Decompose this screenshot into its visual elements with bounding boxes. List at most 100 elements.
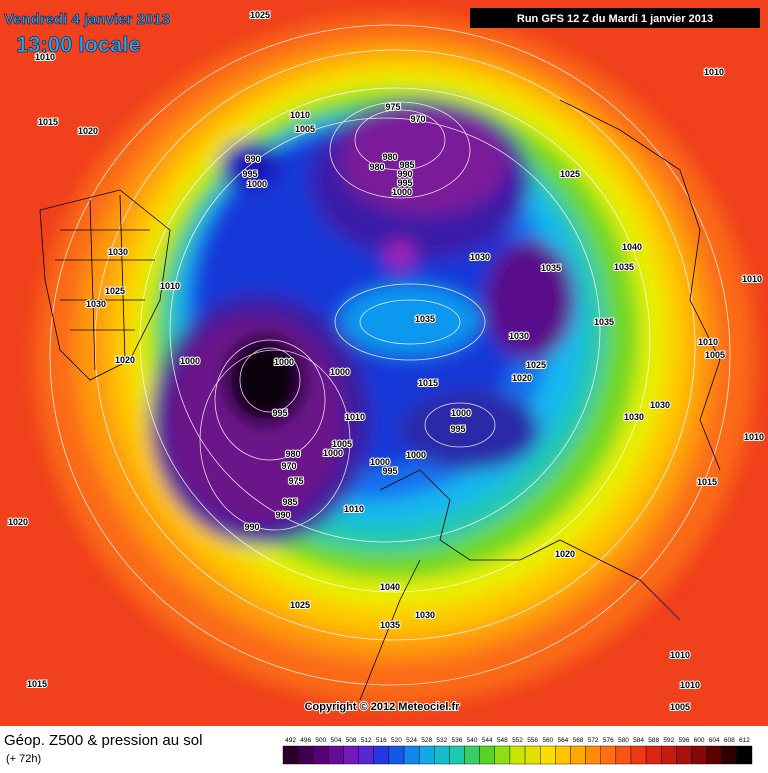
scale-swatch <box>630 745 647 765</box>
isobar-label: 1000 <box>451 408 471 418</box>
scale-label: 564 <box>557 737 568 744</box>
isobar-label: 1010 <box>744 432 764 442</box>
run-box <box>470 8 760 28</box>
scale-label: 576 <box>603 737 614 744</box>
isobar-label: 995 <box>272 408 287 418</box>
isobar-label: 1000 <box>180 356 200 366</box>
isobar-label: 1035 <box>380 620 400 630</box>
isobar-label: 1005 <box>295 124 315 134</box>
scale-swatch <box>494 745 511 765</box>
isobar-label: 1010 <box>35 52 55 62</box>
isobar-label: 980 <box>382 152 397 162</box>
scale-swatch <box>434 745 450 765</box>
scale-swatch <box>403 745 420 765</box>
isobar-label: 970 <box>281 461 296 471</box>
scale-swatch <box>328 745 344 765</box>
isobar-label: 1010 <box>344 504 364 514</box>
scale-label: 528 <box>421 737 432 744</box>
isobar-label: 975 <box>288 476 303 486</box>
scale-swatch <box>373 745 390 765</box>
scale-swatch <box>297 745 314 765</box>
isobar-label: 1000 <box>392 187 412 197</box>
isobar-label: 1000 <box>247 179 267 189</box>
isobar-label: 1000 <box>274 357 294 367</box>
scale-label: 524 <box>406 737 417 744</box>
isobar-label: 985 <box>399 160 414 170</box>
scale-swatch <box>449 745 465 765</box>
isobar-label: 980 <box>285 449 300 459</box>
scale-label: 584 <box>633 737 644 744</box>
scale-label: 520 <box>391 737 402 744</box>
isobar-label: 995 <box>397 178 412 188</box>
scale-label: 600 <box>694 737 705 744</box>
scale-label: 516 <box>376 737 387 744</box>
scale-swatch <box>358 745 374 765</box>
isobar-label: 980 <box>369 162 384 172</box>
isobar-label: 1010 <box>742 274 762 284</box>
isobar-label: 985 <box>282 497 297 507</box>
scale-swatch <box>691 745 707 765</box>
isobar-label: 995 <box>382 466 397 476</box>
isobar-label: 990 <box>245 154 260 164</box>
scale-swatch <box>282 745 299 765</box>
map-date: Vendredi 4 janvier 2013 <box>4 11 170 28</box>
scale-swatch <box>418 745 435 765</box>
isobar-label: 1015 <box>38 117 58 127</box>
scale-label: 560 <box>542 737 553 744</box>
isobar-label: 1010 <box>680 680 700 690</box>
scale-label: 540 <box>467 737 478 744</box>
isobar-label: 1035 <box>594 317 614 327</box>
scale-swatch <box>600 745 617 765</box>
isobar-label: 1030 <box>415 610 435 620</box>
scale-label: 552 <box>512 737 523 744</box>
isobar-label: 1025 <box>526 360 546 370</box>
scale-label: 504 <box>331 737 342 744</box>
isobar-label: 1015 <box>697 477 717 487</box>
scale-swatch <box>721 745 738 765</box>
scale-label: 544 <box>482 737 493 744</box>
isobar-label: 1000 <box>330 367 350 377</box>
scale-label: 608 <box>724 737 735 744</box>
isobar-label: 1035 <box>614 262 634 272</box>
isobar-label: 1025 <box>290 600 310 610</box>
scale-label: 536 <box>452 737 463 744</box>
scale-swatch <box>645 745 662 765</box>
map-time: 13:00 locale <box>16 32 141 57</box>
isobar-label: 975 <box>385 102 400 112</box>
scale-label: 532 <box>436 737 447 744</box>
isobar-label: 1030 <box>624 412 644 422</box>
scale-swatch <box>313 745 329 765</box>
isobar-label: 990 <box>397 169 412 179</box>
scale-swatch <box>509 745 526 765</box>
isobar-label: 1020 <box>115 355 135 365</box>
scale-swatch <box>388 745 405 765</box>
isobar-label: 1005 <box>705 350 725 360</box>
scale-swatch <box>464 745 480 765</box>
scale-label: 588 <box>648 737 659 744</box>
isobar-label: 1010 <box>290 110 310 120</box>
isobar-label: 1030 <box>86 299 106 309</box>
scale-swatch <box>570 745 586 765</box>
scale-swatch <box>706 745 722 765</box>
scale-swatch <box>676 745 692 765</box>
scale-label: 500 <box>315 737 326 744</box>
isobar-label: 1025 <box>560 169 580 179</box>
run-label: Run GFS 12 Z du Mardi 1 janvier 2013 <box>517 13 713 25</box>
isobar-label: 1035 <box>415 314 435 324</box>
isobar-label: 995 <box>242 169 257 179</box>
isobar-label: 970 <box>410 114 425 124</box>
legend-lead: (+ 72h) <box>6 753 41 765</box>
isobar-label: 995 <box>450 424 465 434</box>
scale-swatch <box>736 745 753 765</box>
isobar-label: 1030 <box>509 331 529 341</box>
isobar-label: 1000 <box>323 448 343 458</box>
scale-label: 512 <box>361 737 372 744</box>
isobar-labels: 1025101010101015102097597010101005990995… <box>7 9 765 713</box>
isobar-label: 1005 <box>670 702 690 712</box>
isobar-label: 1030 <box>470 252 490 262</box>
isobar-label: 1020 <box>512 373 532 383</box>
isobar-label: 1040 <box>380 582 400 592</box>
isobar-label: 1030 <box>108 247 128 257</box>
scale-label: 496 <box>300 737 311 744</box>
